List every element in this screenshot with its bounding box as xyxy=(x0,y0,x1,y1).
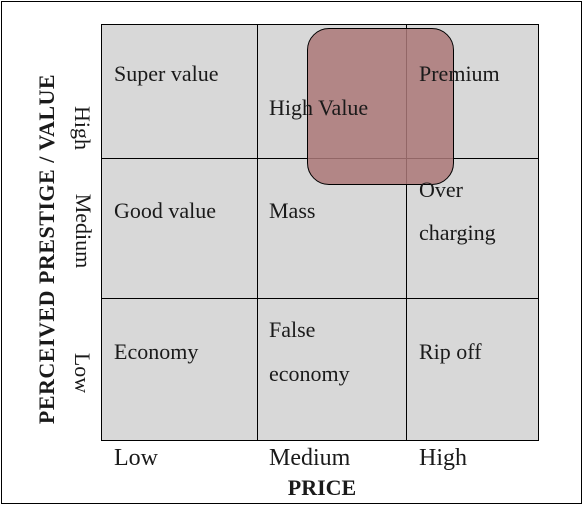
cell-high-value: High Value xyxy=(269,95,369,120)
cell-mass: Mass xyxy=(269,198,316,223)
cell-over-charging-line2: charging xyxy=(419,220,496,245)
cell-false-economy-line2: economy xyxy=(269,361,350,386)
x-tick-low: Low xyxy=(114,445,158,471)
cell-over-charging-line1: Over xyxy=(419,177,463,202)
cell-false-economy-line1: False xyxy=(269,317,316,342)
cell-good-value: Good value xyxy=(114,198,217,223)
x-axis-label: PRICE xyxy=(287,475,357,500)
high-value-highlight xyxy=(307,28,454,185)
grid-divider-horizontal-2 xyxy=(102,298,538,299)
y-axis-label: PERCEIVED PRESTIGE / VALUE xyxy=(34,73,59,425)
cell-super-value: Super value xyxy=(114,61,219,86)
x-tick-high: High xyxy=(419,445,467,471)
y-tick-medium: Medium xyxy=(71,193,96,269)
cell-economy: Economy xyxy=(114,339,199,364)
grid-divider-vertical-1 xyxy=(257,25,258,440)
cell-premium: Premium xyxy=(419,61,500,86)
x-tick-medium: Medium xyxy=(269,445,351,471)
grid-divider-vertical-2 xyxy=(406,25,407,440)
cell-rip-off: Rip off xyxy=(419,339,482,364)
y-tick-high: High xyxy=(70,106,95,150)
y-tick-low: Low xyxy=(70,352,95,394)
